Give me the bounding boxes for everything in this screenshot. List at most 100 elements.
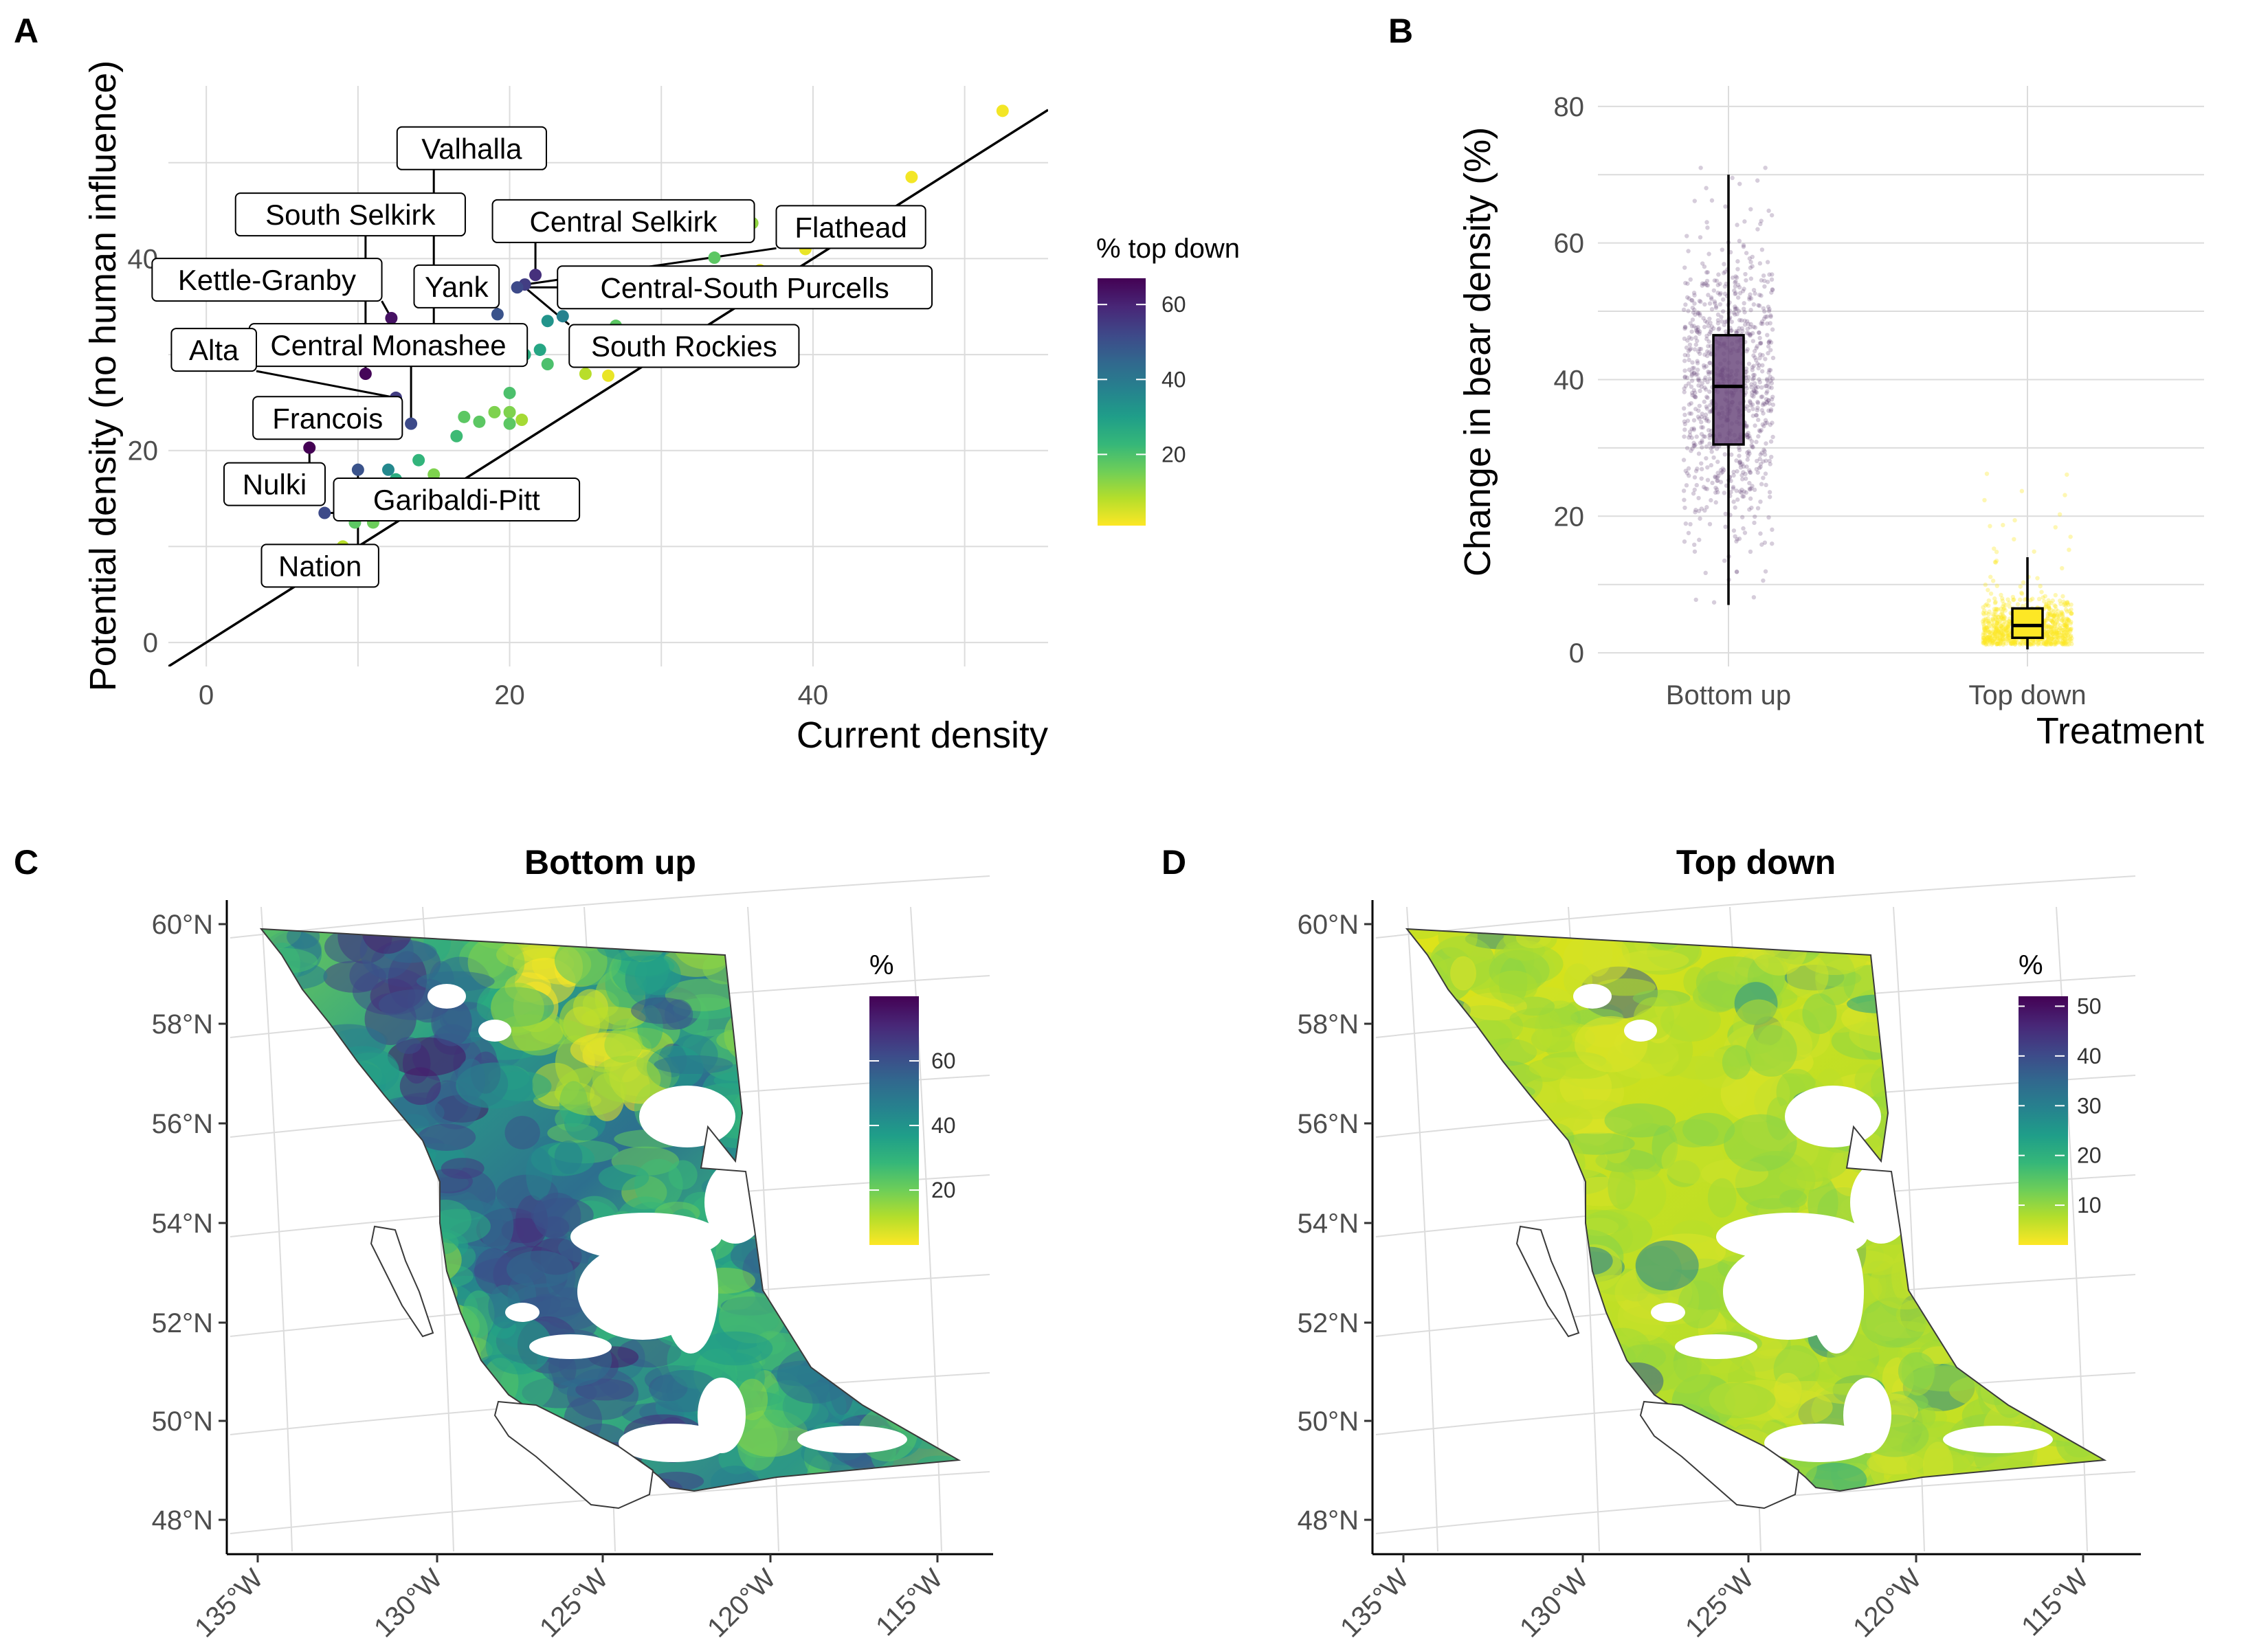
a-point bbox=[458, 410, 471, 423]
b-jitter-point bbox=[1717, 292, 1722, 297]
b-jitter-point bbox=[1734, 330, 1739, 335]
b-jitter-point bbox=[2005, 623, 2010, 628]
b-jitter-point bbox=[2054, 630, 2058, 635]
map-island-haida-gwaii bbox=[370, 1225, 434, 1338]
b-jitter-point bbox=[1756, 303, 1761, 308]
map-raster-cell bbox=[1938, 987, 2017, 1009]
map-raster-cell bbox=[1971, 1226, 2003, 1283]
b-jitter-point bbox=[2017, 642, 2023, 647]
b-jitter-point bbox=[2010, 641, 2015, 646]
map-raster-cell bbox=[1917, 1253, 1970, 1311]
map-raster-cell bbox=[1986, 1465, 2020, 1491]
b-jitter-point bbox=[1698, 235, 1703, 240]
map-raster-cell bbox=[824, 1326, 873, 1380]
b-jitter-point bbox=[2012, 518, 2017, 523]
b-jitter-point bbox=[2001, 636, 2005, 642]
b-jitter-point bbox=[1987, 629, 1992, 635]
a-point bbox=[503, 405, 516, 418]
map-raster-cell bbox=[907, 954, 959, 990]
b-jitter-point bbox=[2053, 622, 2058, 627]
panel-letter-d: D bbox=[1161, 843, 1186, 882]
b-jitter-point bbox=[2001, 629, 2006, 633]
b-jitter-point bbox=[1993, 632, 1998, 637]
b-jitter-point bbox=[1746, 361, 1752, 366]
b-jitter-point bbox=[1768, 407, 1774, 412]
b-jitter-point bbox=[1993, 627, 1998, 633]
b-jitter-point bbox=[1705, 478, 1711, 482]
map-raster-cell bbox=[1802, 993, 1837, 1034]
b-jitter-point bbox=[1705, 225, 1710, 230]
b-jitter-point bbox=[1731, 528, 1737, 533]
a-legend-tick-label: 20 bbox=[1161, 442, 1186, 467]
b-jitter-point bbox=[1992, 636, 1997, 642]
b-jitter-point bbox=[1984, 625, 1989, 630]
b-jitter-point bbox=[2060, 642, 2065, 647]
b-jitter-point bbox=[1766, 408, 1771, 413]
b-jitter-point bbox=[1699, 425, 1704, 430]
b-jitter-point bbox=[2054, 625, 2059, 631]
map-lat-tick-label: 56°N bbox=[1298, 1109, 1359, 1139]
map-raster-cell bbox=[409, 1348, 479, 1370]
b-jitter-point bbox=[1696, 508, 1702, 513]
map-raster-cell bbox=[357, 1378, 391, 1423]
map-raster-cell bbox=[1425, 1032, 1493, 1088]
b-jitter-point bbox=[1981, 636, 1986, 640]
map-raster-cell bbox=[798, 1100, 860, 1149]
map-raster-cell bbox=[2035, 1306, 2074, 1353]
b-jitter-point bbox=[1739, 462, 1745, 467]
b-jitter-point bbox=[1761, 411, 1766, 416]
map-graticule-lat bbox=[1375, 875, 2136, 939]
map-raster-cell bbox=[374, 1336, 425, 1392]
b-jitter-point bbox=[2006, 626, 2012, 631]
a-point bbox=[491, 308, 504, 321]
b-jitter-point bbox=[2056, 617, 2061, 622]
b-jitter-point bbox=[1749, 442, 1754, 448]
b-jitter-point bbox=[1986, 616, 1990, 621]
b-jitter-point bbox=[2031, 642, 2036, 647]
b-jitter-point bbox=[2060, 636, 2065, 640]
b-jitter-point bbox=[1982, 637, 1987, 642]
b-jitter-point bbox=[1703, 281, 1708, 286]
b-jitter-point bbox=[2046, 622, 2051, 628]
b-jitter-point bbox=[1755, 399, 1760, 405]
b-jitter-point bbox=[1696, 311, 1700, 316]
b-jitter-point bbox=[1689, 373, 1694, 379]
a-x-tick-label: 40 bbox=[798, 680, 829, 710]
b-jitter-point bbox=[2043, 602, 2049, 607]
b-jitter-point bbox=[2035, 641, 2041, 646]
b-jitter-point bbox=[1993, 560, 1999, 565]
b-jitter-point bbox=[1769, 385, 1774, 390]
b-jitter-point bbox=[1747, 507, 1752, 512]
map-raster-cell bbox=[474, 1248, 513, 1294]
b-jitter-point bbox=[1752, 520, 1757, 526]
map-raster-cell bbox=[1970, 943, 2014, 987]
b-boxes bbox=[1712, 175, 2044, 650]
b-jitter-point bbox=[1764, 383, 1769, 388]
b-jitter-point bbox=[1769, 213, 1775, 218]
map-raster-cell bbox=[271, 1046, 302, 1096]
b-jitter-point bbox=[2059, 618, 2065, 623]
map-raster-cell bbox=[1530, 1170, 1568, 1204]
b-jitter-point bbox=[1990, 612, 1995, 617]
map-raster-cell bbox=[753, 1255, 831, 1272]
b-jitter-point bbox=[1681, 307, 1687, 313]
b-jitter-point bbox=[2061, 627, 2066, 633]
b-jitter-point bbox=[1990, 622, 1996, 627]
b-jitter-point bbox=[1986, 638, 1991, 642]
b-jitter-point bbox=[1758, 340, 1764, 346]
map-raster-cell bbox=[2055, 1306, 2104, 1347]
b-jitter-point bbox=[1693, 326, 1699, 330]
b-jitter-point bbox=[2049, 629, 2054, 634]
map-raster-cell bbox=[1450, 1071, 1500, 1103]
b-jitter-point bbox=[1748, 436, 1753, 441]
b-jitter-point bbox=[1698, 440, 1703, 445]
b-jitter-point bbox=[1687, 435, 1691, 440]
b-jitter-point bbox=[2054, 640, 2058, 644]
b-jitter-point bbox=[1691, 366, 1696, 370]
b-jitter-point bbox=[2066, 631, 2071, 636]
b-jitter-point bbox=[2049, 640, 2055, 644]
b-jitter-point bbox=[1689, 324, 1695, 328]
b-jitter-point bbox=[1737, 447, 1742, 453]
b-jitter-point bbox=[2049, 641, 2054, 647]
map-no-data-area bbox=[427, 984, 466, 1009]
